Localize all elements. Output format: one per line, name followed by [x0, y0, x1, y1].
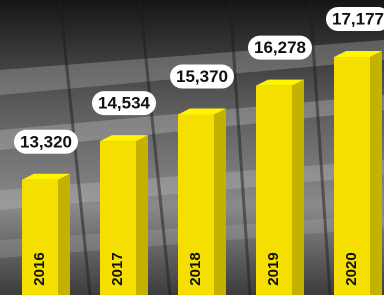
x-tick-label: 2020 — [343, 252, 360, 285]
x-tick-label: 2019 — [265, 252, 282, 285]
x-tick-label: 2016 — [31, 252, 48, 285]
x-tick-label: 2017 — [109, 252, 126, 285]
bar-side — [136, 135, 148, 295]
value-label: 14,534 — [98, 94, 151, 113]
value-label: 16,278 — [254, 38, 306, 57]
bar-side — [370, 51, 382, 295]
bar-side — [292, 80, 304, 295]
bar-side — [58, 174, 70, 295]
value-label: 13,320 — [20, 132, 72, 151]
x-tick-label: 2018 — [187, 252, 204, 285]
value-label: 15,370 — [176, 67, 228, 86]
chart: 2016 13,320 2017 14,534 2018 15,370 2019 16,278… — [0, 0, 384, 295]
bar-side — [214, 109, 226, 295]
value-label: 17,177 — [332, 9, 384, 28]
